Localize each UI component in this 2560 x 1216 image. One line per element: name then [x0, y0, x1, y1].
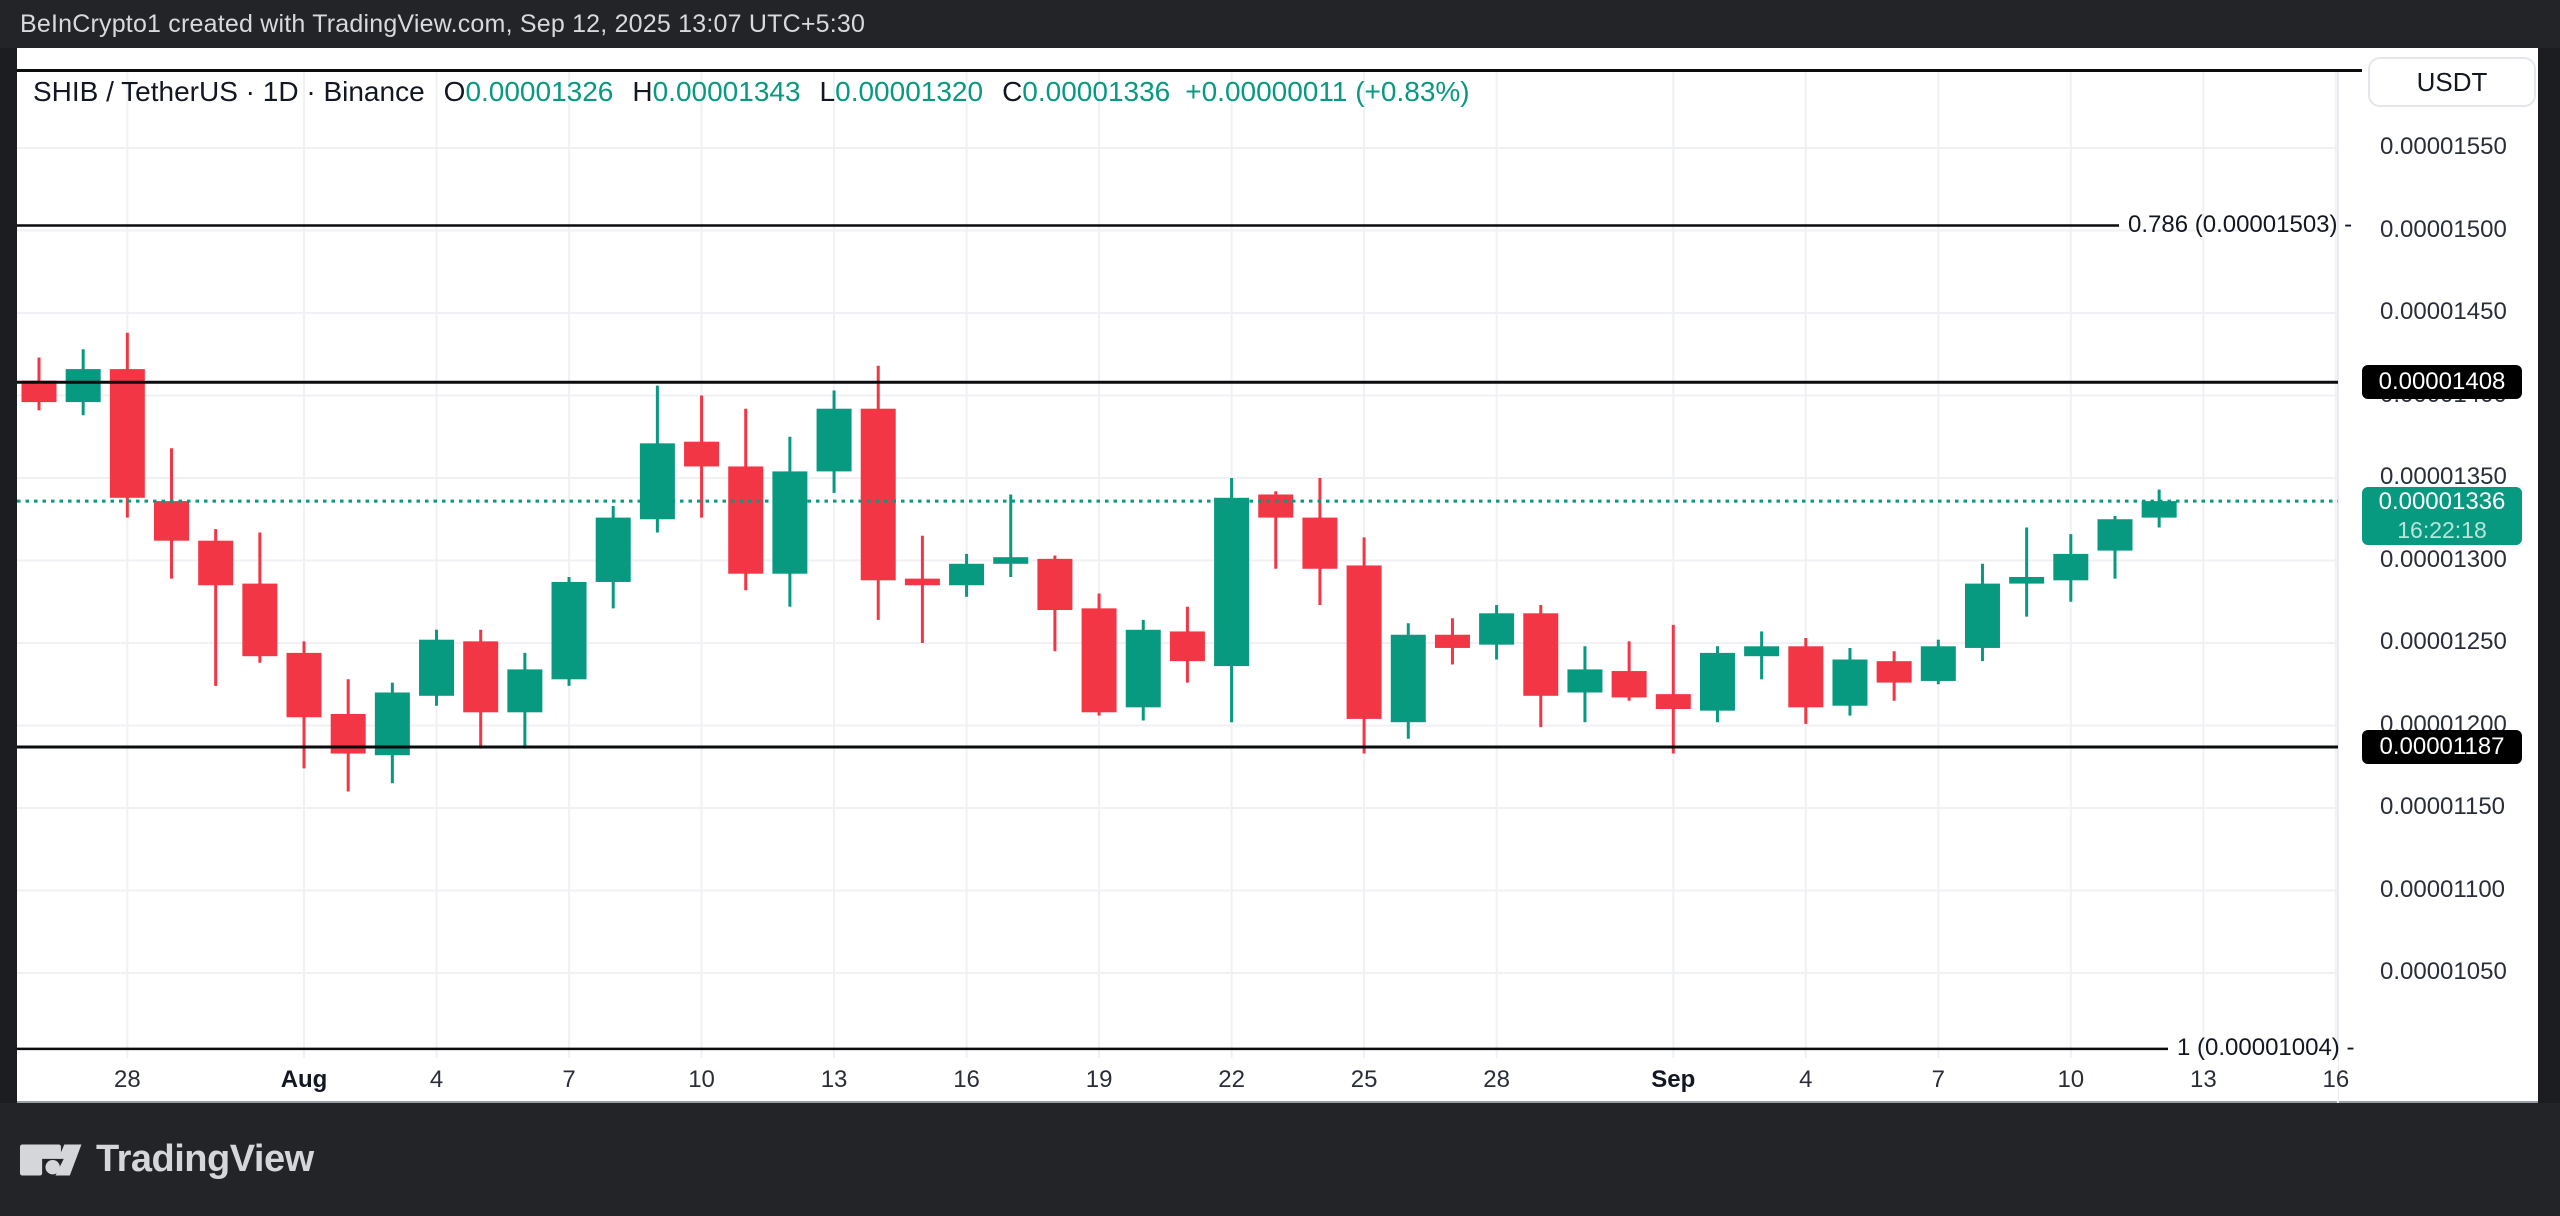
time-tick-label: 19 — [1085, 1066, 1113, 1093]
price-tick-label: 0.00001100 — [2380, 875, 2506, 903]
time-tick-label: 10 — [688, 1066, 715, 1093]
fib-level-0786-label[interactable]: 0.786 (0.00001503) - — [2128, 210, 2353, 238]
price-axis-separator — [2337, 72, 2339, 1103]
price-tick-label: 0.00001550 — [2380, 133, 2507, 160]
time-tick-label: Aug — [280, 1066, 328, 1093]
attribution-bar: BeInCrypto1 created with TradingView.com… — [0, 0, 2560, 48]
countdown-timer: 16:22:18 — [2397, 517, 2487, 544]
ohlc-low: L0.00001320 — [819, 76, 984, 107]
footer-bar: TradingView — [0, 1103, 2560, 1216]
price-tick-label: 0.00001050 — [2380, 958, 2507, 985]
price-tick-label: 0.00001350 — [2380, 463, 2507, 490]
currency-unit-label: USDT — [2416, 66, 2488, 97]
candlestick-pane[interactable] — [17, 72, 2338, 1058]
time-tick-label: 13 — [820, 1066, 848, 1093]
chart-widget — [0, 48, 2560, 1103]
attribution-text: BeInCrypto1 created with TradingView.com… — [20, 9, 866, 38]
price-tick-label: 0.00001300 — [2380, 545, 2507, 573]
time-tick-label: 28 — [1483, 1066, 1510, 1093]
hline-price-badge-lower: 0.00001187 — [2362, 729, 2522, 764]
time-tick-label: 16 — [953, 1066, 980, 1093]
time-tick-label: Sep — [1651, 1066, 1696, 1093]
time-tick-label: 28 — [113, 1066, 141, 1093]
tradingview-wordmark[interactable]: TradingView — [96, 1138, 314, 1180]
ohlc-close: C0.00001336 — [1002, 76, 1171, 107]
last-price-badge: 0.00001336 16:22:18 — [2362, 487, 2522, 546]
time-tick-label: 25 — [1350, 1066, 1378, 1093]
time-tick-label: 7 — [562, 1066, 576, 1093]
price-tick-label: 0.00001150 — [2380, 793, 2506, 820]
ohlc-open: O0.00001326 — [443, 76, 614, 107]
time-tick-label: 4 — [1799, 1066, 1813, 1093]
time-tick-label: 16 — [2322, 1066, 2350, 1093]
price-tick-label: 0.00001450 — [2380, 298, 2507, 325]
time-axis[interactable]: 28 Aug 4 7 10 13 16 19 22 25 28 Sep 4 7 10 13 16 — [17, 1058, 2349, 1101]
time-tick-label: 4 — [429, 1066, 444, 1093]
symbol-header: SHIB / TetherUS · 1D · Binance O0.000013… — [33, 76, 1470, 108]
hline-price-badge-upper: 0.00001408 — [2362, 365, 2522, 400]
price-change: +0.00000011 (+0.83%) — [1185, 76, 1470, 107]
symbol-title[interactable]: SHIB / TetherUS · 1D · Binance — [33, 76, 425, 107]
price-tick-label: 0.00001500 — [2380, 215, 2507, 243]
time-tick-label: 7 — [1931, 1066, 1945, 1093]
time-tick-label: 13 — [2189, 1066, 2217, 1093]
time-tick-label: 10 — [2057, 1066, 2085, 1093]
left-frame-border — [0, 48, 17, 1103]
currency-unit-button[interactable]: USDT — [2368, 57, 2536, 107]
right-frame-border — [2538, 48, 2560, 1103]
time-tick-label: 22 — [1218, 1066, 1245, 1093]
fib-level-1-label[interactable]: 1 (0.00001004) - — [2177, 1033, 2355, 1061]
price-tick-label: 0.00001250 — [2380, 628, 2507, 655]
tradingview-logo-icon[interactable] — [20, 1144, 82, 1176]
ohlc-high: H0.00001343 — [632, 76, 801, 107]
pane-top-border — [17, 69, 2362, 72]
